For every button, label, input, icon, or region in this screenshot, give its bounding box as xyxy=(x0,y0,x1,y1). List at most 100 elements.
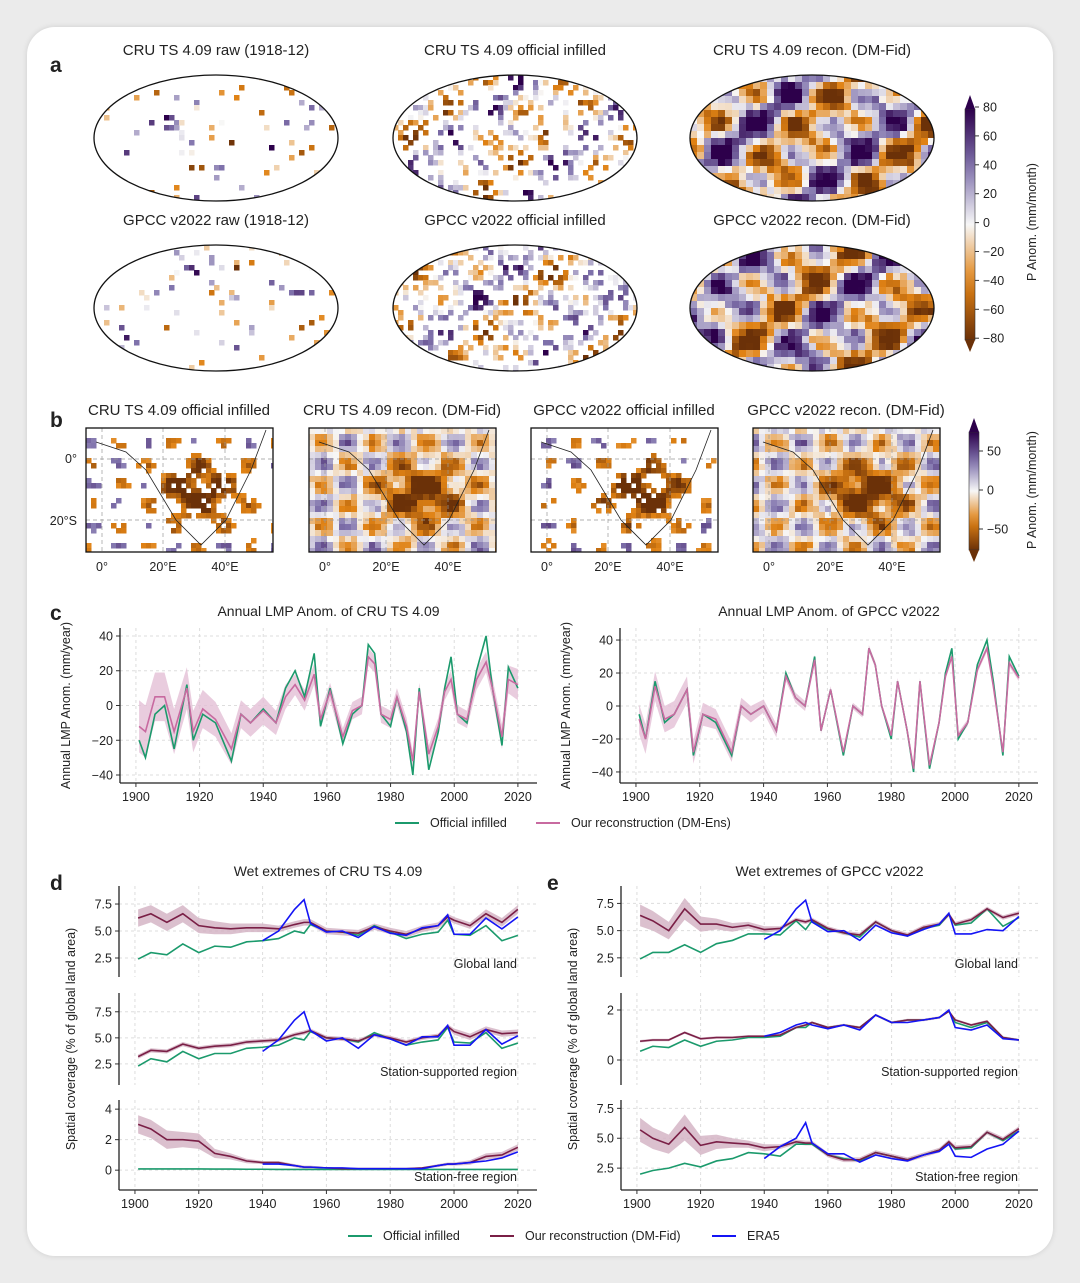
precip-anomaly-field xyxy=(309,428,496,552)
longitude-tick-label: 20°E xyxy=(594,560,621,574)
precip-anomaly-field xyxy=(99,75,338,201)
map-boundary xyxy=(93,74,339,202)
x-tick-label: 1940 xyxy=(750,790,778,804)
panel-label: d xyxy=(50,872,63,895)
y-tick-label: 0 xyxy=(105,1164,112,1178)
x-tick-label: 2000 xyxy=(440,1197,468,1211)
colorbar-b xyxy=(968,431,980,551)
series-line-our-reconstruction-dm-fid- xyxy=(137,1025,518,1058)
world-map-3 xyxy=(689,74,935,202)
panel-label: a xyxy=(50,54,62,77)
map-title: CRU TS 4.09 official infilled xyxy=(88,402,270,419)
longitude-tick-label: 40°E xyxy=(656,560,683,574)
y-tick-label: −40 xyxy=(592,765,613,779)
y-tick-label: 5.0 xyxy=(95,925,112,939)
series-line-our-reconstruction-dm-ens- xyxy=(138,655,519,762)
y-tick-label: 2.5 xyxy=(95,952,112,966)
map-title: GPCC v2022 official infilled xyxy=(533,402,714,419)
coastline xyxy=(95,429,267,546)
y-tick-label: 5.0 xyxy=(597,924,614,938)
chart-e-8: 7.5 5.0 2.5 1900 1920 1940 1960 1980 2000 2020 Sta… xyxy=(597,1100,1038,1211)
chart-title: Annual LMP Anom. of GPCC v2022 xyxy=(718,603,940,619)
map-title: CRU TS 4.09 raw (1918-12) xyxy=(123,42,309,59)
x-tick-label: 1980 xyxy=(376,1197,404,1211)
x-tick-label: 1920 xyxy=(686,790,714,804)
x-tick-label: 1920 xyxy=(186,790,214,804)
region-label: Global land xyxy=(955,957,1018,971)
uncertainty-band xyxy=(138,1115,518,1170)
region-label: Station-free region xyxy=(915,1170,1018,1184)
map-title: GPCC v2022 recon. (DM-Fid) xyxy=(713,212,911,229)
series-line-era5 xyxy=(763,1120,1020,1164)
region-label: Global land xyxy=(454,957,517,971)
latitude-tick-label: 20°S xyxy=(50,514,77,528)
y-tick-label: 7.5 xyxy=(95,1005,112,1019)
y-tick-label: 40 xyxy=(99,629,113,643)
longitude-tick-label: 0° xyxy=(541,560,553,574)
precip-anomaly-field xyxy=(86,438,273,552)
map-boundary xyxy=(689,74,935,202)
map-boundary xyxy=(689,244,935,372)
y-tick-label: 20 xyxy=(99,664,113,678)
colorbar-tick-label: 60 xyxy=(983,129,997,143)
y-tick-label: 5.0 xyxy=(95,1031,112,1045)
longitude-tick-label: 40°E xyxy=(211,560,238,574)
y-axis-label: Annual LMP Anom. (mm/year) xyxy=(559,622,573,789)
y-axis-label: Annual LMP Anom. (mm/year) xyxy=(59,622,73,789)
x-tick-label: 2020 xyxy=(504,790,532,804)
chart-d-4: 7.5 5.0 2.5 Station-supported region Spatial… xyxy=(64,928,537,1150)
colorbar-label: P Anom. (mm/month) xyxy=(1025,163,1039,281)
y-axis-label: Spatial coverage (% of global land area) xyxy=(64,928,78,1150)
y-tick-label: 20 xyxy=(599,667,613,681)
map-title: GPCC v2022 raw (1918-12) xyxy=(123,212,309,229)
colorbar-label: P Anom. (mm/month) xyxy=(1025,431,1039,549)
colorbar-tick-label: 40 xyxy=(983,158,997,172)
y-tick-label: 5.0 xyxy=(597,1132,614,1146)
uncertainty-band xyxy=(639,644,1019,772)
panel-label: c xyxy=(50,602,62,625)
region-label: Station-supported region xyxy=(380,1065,517,1079)
longitude-tick-label: 0° xyxy=(319,560,331,574)
map-boundary xyxy=(392,74,638,202)
uncertainty-band xyxy=(139,648,518,770)
x-tick-label: 1920 xyxy=(687,1197,715,1211)
world-map-4 xyxy=(93,244,339,372)
series-line-era5 xyxy=(764,1008,1019,1041)
panel-label: e xyxy=(547,872,559,895)
y-tick-label: 0 xyxy=(106,699,113,713)
series-line-our-reconstruction-dm-fid- xyxy=(640,1010,1020,1043)
x-tick-label: 1960 xyxy=(313,790,341,804)
map-title: CRU TS 4.09 recon. (DM-Fid) xyxy=(713,42,911,59)
precip-anomaly-field xyxy=(690,75,934,201)
panel-label: b xyxy=(50,409,63,432)
map-title: GPCC v2022 recon. (DM-Fid) xyxy=(747,402,945,419)
colorbar-tick-label: −80 xyxy=(983,332,1004,346)
x-tick-label: 1940 xyxy=(249,1197,277,1211)
map-title: GPCC v2022 official infilled xyxy=(424,212,605,229)
x-tick-label: 2000 xyxy=(941,1197,969,1211)
coastline xyxy=(762,429,934,546)
map-title: CRU TS 4.09 official infilled xyxy=(424,42,606,59)
colorbar-tick-label: 20 xyxy=(983,187,997,201)
x-tick-label: 1900 xyxy=(121,1197,149,1211)
series-line-era5 xyxy=(262,898,519,942)
y-tick-label: 0 xyxy=(607,1054,614,1068)
x-tick-label: 1900 xyxy=(623,1197,651,1211)
chart-title: Annual LMP Anom. of CRU TS 4.09 xyxy=(217,603,439,619)
y-tick-label: −20 xyxy=(592,732,613,746)
coastline xyxy=(318,429,490,546)
series-line-era5 xyxy=(262,1010,519,1053)
colorbar-tick-label: −40 xyxy=(983,274,1004,288)
y-tick-label: 7.5 xyxy=(597,1102,614,1116)
uncertainty-band xyxy=(640,1010,1019,1043)
longitude-tick-label: 0° xyxy=(96,560,108,574)
y-tick-label: 2.5 xyxy=(95,1057,112,1071)
colorbar-tick-label: 0 xyxy=(983,216,990,230)
y-tick-label: 7.5 xyxy=(597,897,614,911)
x-tick-label: 1980 xyxy=(878,1197,906,1211)
legend-label: Our reconstruction (DM-Ens) xyxy=(571,816,731,830)
chart-e-6: 7.5 5.0 2.5 Wet extremes of GPCC v2022 Globa… xyxy=(597,863,1038,977)
series-line-our-reconstruction-dm-fid- xyxy=(639,1126,1020,1161)
colorbar-extend-min xyxy=(965,340,975,352)
